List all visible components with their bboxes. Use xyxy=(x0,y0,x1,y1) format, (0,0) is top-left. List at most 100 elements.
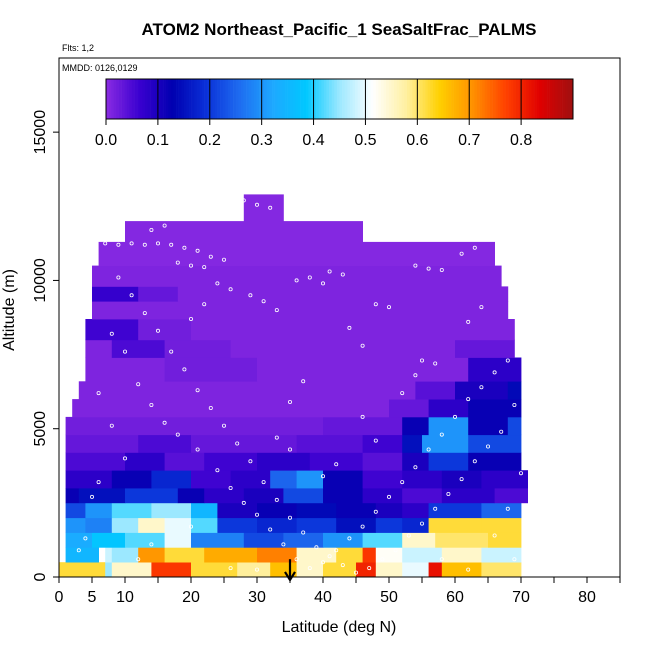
flight-track-point xyxy=(340,272,345,277)
colorbar-swatch xyxy=(303,79,307,119)
colorbar-swatch xyxy=(326,79,330,119)
heatmap-cell xyxy=(356,562,377,578)
y-tick-label: 10000 xyxy=(32,258,49,303)
colorbar-swatch xyxy=(502,79,506,119)
chart-title: ATOM2 Northeast_Pacific_1 SeaSaltFrac_PA… xyxy=(142,20,537,39)
colorbar-swatch xyxy=(347,79,351,119)
colorbar-swatch xyxy=(484,79,488,119)
flight-track-point xyxy=(320,560,325,565)
colorbar-tick-label: 0.5 xyxy=(354,132,376,149)
heatmap-cell xyxy=(125,221,363,243)
flight-track-point xyxy=(123,349,128,354)
heatmap-cell xyxy=(164,452,205,471)
colorbar-swatch xyxy=(279,79,283,119)
flight-track-point xyxy=(479,385,484,390)
colorbar-swatch xyxy=(432,79,436,119)
colorbar-swatch xyxy=(207,79,211,119)
flight-track-point xyxy=(360,343,365,348)
heatmap-cell xyxy=(191,470,231,489)
flight-track-point xyxy=(90,494,95,499)
heatmap-cell xyxy=(415,381,456,400)
colorbar-swatch xyxy=(121,79,125,119)
colorbar-swatch xyxy=(464,79,467,119)
colorbar-swatch xyxy=(300,79,304,119)
colorbar-swatch xyxy=(253,79,257,119)
flight-track-point xyxy=(492,370,497,375)
flight-track-point xyxy=(452,414,457,419)
heatmap-cell xyxy=(111,470,152,489)
flight-track-point xyxy=(499,429,504,434)
flight-track-point xyxy=(241,198,246,203)
heatmap-cell xyxy=(85,517,113,533)
colorbar-swatch xyxy=(178,79,182,119)
colorbar-swatch xyxy=(469,79,473,119)
heatmap-cell xyxy=(296,547,337,563)
colorbar-swatch xyxy=(165,79,169,119)
colorbar-swatch xyxy=(259,79,262,119)
flight-track-point xyxy=(142,242,147,247)
heatmap-cell xyxy=(507,416,522,436)
x-tick-label: 40 xyxy=(314,589,332,606)
colorbar-swatch xyxy=(227,79,231,119)
flight-track-point xyxy=(123,456,128,461)
flight-track-point xyxy=(235,441,240,446)
heatmap-cell xyxy=(494,488,528,504)
heatmap-cell xyxy=(138,434,192,453)
heatmap-cell xyxy=(151,470,192,489)
colorbar-swatch xyxy=(560,79,563,119)
colorbar-swatch xyxy=(401,79,405,119)
heatmap-cell xyxy=(441,547,482,563)
heatmap-cell xyxy=(402,452,429,471)
colorbar-swatch xyxy=(334,79,338,119)
colorbar-swatch xyxy=(518,79,522,119)
flight-track-point xyxy=(334,548,339,553)
flight-track-point xyxy=(182,245,187,250)
heatmap-cell xyxy=(111,502,152,519)
colorbar-swatch xyxy=(489,79,493,119)
x-tick-label: 60 xyxy=(446,589,464,606)
flight-track-point xyxy=(215,281,220,286)
colorbar-swatch xyxy=(194,79,198,119)
colorbar-swatch xyxy=(173,79,177,119)
heatmap-cell xyxy=(105,547,113,563)
heatmap-cell xyxy=(65,517,86,533)
colorbar-swatch xyxy=(427,79,431,119)
heatmap-cell xyxy=(296,434,363,453)
flight-track-point xyxy=(439,267,444,272)
heatmap-cell xyxy=(111,517,139,533)
flight-track-point xyxy=(360,414,365,419)
heatmap-cell xyxy=(92,265,502,287)
heatmap-cell xyxy=(428,416,469,436)
flight-track-point xyxy=(221,423,226,428)
colorbar-swatch xyxy=(204,79,208,119)
flight-track-point xyxy=(380,557,385,562)
flight-track-point xyxy=(228,287,233,292)
heatmap-cell xyxy=(164,532,192,548)
colorbar-swatch xyxy=(160,79,164,119)
colorbar-swatch xyxy=(412,79,416,119)
colorbar-tick-label: 0.4 xyxy=(302,132,324,149)
x-tick-label: 20 xyxy=(182,589,200,606)
flight-track-point xyxy=(519,343,524,348)
heatmap-cell xyxy=(230,339,456,358)
colorbar-swatch xyxy=(570,79,574,119)
flight-track-point xyxy=(274,435,279,440)
heatmap-cell xyxy=(138,517,165,533)
flight-track-point xyxy=(301,379,306,384)
flight-track-point xyxy=(393,548,398,553)
colorbar-swatch xyxy=(370,79,374,119)
flight-track-point xyxy=(188,263,193,268)
colorbar-swatch xyxy=(438,79,441,119)
heatmap-cell xyxy=(435,532,489,548)
colorbar-swatch xyxy=(305,79,309,119)
colorbar-swatch xyxy=(220,79,224,119)
flight-track-point xyxy=(155,328,160,333)
colorbar-swatch xyxy=(567,79,571,119)
flight-track-point xyxy=(459,251,464,256)
colorbar-swatch xyxy=(316,79,320,119)
heatmap-cell xyxy=(362,488,403,504)
colorbar-swatch xyxy=(378,79,382,119)
colorbar-swatch xyxy=(163,79,166,119)
colorbar-frame xyxy=(105,78,574,120)
colorbar-swatch xyxy=(131,79,135,119)
